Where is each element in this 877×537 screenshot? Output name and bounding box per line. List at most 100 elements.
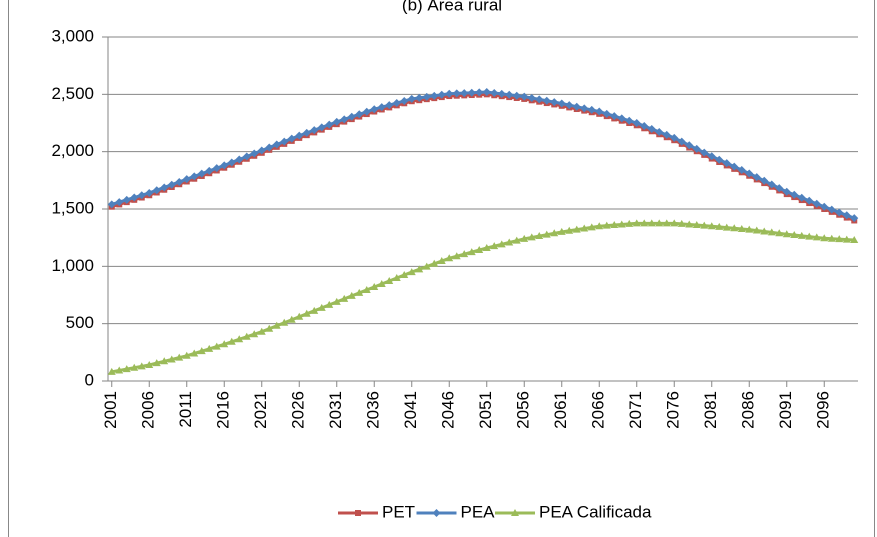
data-point	[227, 158, 236, 167]
data-point	[692, 221, 701, 229]
data-point	[197, 169, 206, 178]
data-point	[130, 363, 139, 371]
series-line	[111, 90, 855, 220]
data-point	[722, 223, 731, 231]
x-tick-label: 2026	[289, 391, 308, 429]
data-point	[272, 321, 281, 329]
data-point	[370, 105, 379, 114]
data-point	[752, 173, 761, 182]
data-point	[512, 236, 521, 244]
data-point	[557, 227, 566, 235]
data-point	[505, 238, 514, 246]
data-point	[362, 285, 371, 293]
data-point	[820, 202, 829, 211]
data-point	[610, 221, 619, 229]
x-tick-label: 2011	[176, 391, 195, 428]
data-point	[790, 190, 799, 199]
data-point	[190, 172, 199, 181]
data-point	[782, 187, 791, 196]
data-point	[842, 211, 851, 220]
data-point	[152, 359, 161, 367]
data-point	[535, 95, 544, 104]
data-point	[647, 219, 656, 227]
data-point	[715, 222, 724, 230]
y-tick-label: 2,000	[51, 141, 94, 160]
data-point	[805, 196, 814, 205]
data-point	[655, 219, 664, 227]
data-point	[385, 101, 394, 110]
data-point	[145, 360, 154, 368]
data-point	[355, 288, 364, 296]
y-tick-label: 500	[66, 313, 94, 332]
data-point	[250, 330, 259, 338]
x-tick-label: 2006	[139, 391, 158, 429]
data-point	[700, 221, 709, 229]
data-point	[722, 159, 731, 168]
data-point	[445, 254, 454, 262]
data-point	[280, 318, 289, 326]
y-tick-label: 2,500	[51, 84, 94, 103]
data-point	[737, 224, 746, 232]
data-point	[752, 226, 761, 234]
data-point	[745, 225, 754, 233]
data-point	[572, 225, 581, 233]
data-point	[370, 282, 379, 290]
data-point	[340, 294, 349, 302]
data-point	[685, 220, 694, 228]
data-point	[122, 195, 131, 204]
data-point	[775, 184, 784, 193]
data-point	[137, 362, 146, 370]
data-point	[107, 200, 116, 209]
data-point	[347, 291, 356, 299]
data-point	[850, 214, 859, 223]
data-point	[820, 234, 829, 242]
data-point	[662, 219, 671, 227]
data-point	[527, 94, 536, 103]
data-point	[482, 88, 491, 97]
data-point	[460, 89, 469, 98]
data-point	[257, 146, 266, 155]
data-point	[265, 143, 274, 152]
data-point	[700, 148, 709, 157]
data-point	[220, 161, 229, 170]
data-point	[452, 252, 461, 260]
data-point	[445, 89, 454, 98]
data-point	[400, 96, 409, 105]
data-point	[655, 127, 664, 136]
x-tick-label: 2081	[701, 391, 720, 429]
data-point	[692, 144, 701, 153]
data-point	[835, 208, 844, 217]
data-point	[482, 243, 491, 251]
data-point	[677, 219, 686, 227]
data-point	[632, 219, 641, 227]
data-point	[392, 274, 401, 282]
x-tick-label: 2046	[439, 391, 458, 429]
data-point	[415, 93, 424, 102]
data-point	[767, 180, 776, 189]
legend-label: PEA	[461, 502, 496, 521]
y-tick-label: 1,000	[51, 256, 94, 275]
data-point	[775, 229, 784, 237]
data-point	[212, 164, 221, 173]
data-point	[595, 222, 604, 230]
data-point	[265, 324, 274, 332]
data-point	[475, 246, 484, 254]
data-point	[205, 166, 214, 175]
data-point	[842, 235, 851, 243]
data-point	[670, 133, 679, 142]
data-point	[257, 327, 266, 335]
data-point	[512, 91, 521, 100]
data-point	[400, 271, 409, 279]
data-point	[167, 355, 176, 363]
data-point	[107, 367, 116, 375]
data-point	[797, 231, 806, 239]
data-point	[182, 175, 191, 184]
data-point	[535, 232, 544, 240]
x-tick-label: 2071	[626, 391, 645, 429]
data-point	[250, 149, 259, 158]
x-tick-label: 2016	[214, 391, 233, 429]
data-point	[542, 96, 551, 105]
data-point	[235, 155, 244, 164]
data-point	[287, 134, 296, 143]
data-point	[790, 231, 799, 239]
